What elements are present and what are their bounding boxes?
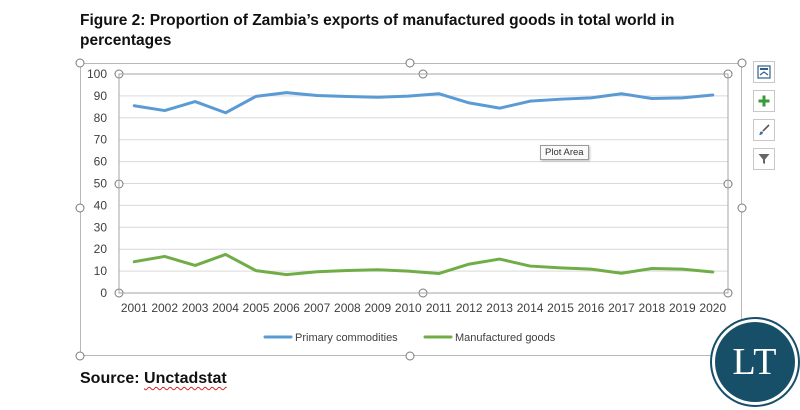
legend: Primary commodities Manufactured goods (263, 332, 556, 344)
resize-handle[interactable] (75, 58, 85, 68)
x-tick-label: 2013 (486, 301, 513, 315)
y-tick-label: 50 (94, 177, 108, 191)
resize-handle[interactable] (405, 58, 415, 68)
chart-styles-button[interactable] (753, 119, 775, 141)
add-element-button[interactable] (753, 90, 775, 112)
y-tick-label: 0 (100, 286, 107, 300)
series-line[interactable] (132, 252, 715, 277)
resize-handle[interactable] (75, 203, 85, 213)
y-tick-label: 100 (87, 67, 107, 81)
filter-icon (758, 154, 770, 164)
series-lines (132, 91, 715, 277)
x-tick-label: 2016 (578, 301, 605, 315)
x-tick-label: 2018 (639, 301, 666, 315)
resize-handle[interactable] (737, 203, 747, 213)
figure-title: Figure 2: Proportion of Zambia’s exports… (80, 12, 675, 49)
source-value: Unctadstat (144, 370, 227, 387)
x-tick-label: 2005 (243, 301, 270, 315)
x-tick-label: 2009 (364, 301, 391, 315)
y-tick-label: 90 (94, 89, 108, 103)
x-tick-label: 2008 (334, 301, 361, 315)
x-tick-label: 2003 (182, 301, 209, 315)
selection-handles (75, 58, 747, 361)
plot-area-tooltip: Plot Area (540, 145, 589, 160)
x-tick-label: 2017 (608, 301, 635, 315)
y-tick-label: 10 (94, 264, 108, 278)
x-tick-label: 2020 (699, 301, 726, 315)
x-tick-label: 2006 (273, 301, 300, 315)
y-tick-label: 40 (94, 198, 108, 212)
y-tick-label: 80 (94, 111, 108, 125)
x-tick-label: 2010 (395, 301, 422, 315)
y-axis-ticks: 0 10 20 30 40 50 60 70 80 90 100 (87, 67, 107, 300)
x-tick-label: 2012 (456, 301, 483, 315)
x-tick-label: 2004 (212, 301, 239, 315)
x-tick-label: 2014 (517, 301, 544, 315)
plus-icon (758, 95, 770, 107)
x-tick-label: 2001 (121, 301, 148, 315)
y-tick-label: 20 (94, 242, 108, 256)
chart-elements-button[interactable] (753, 61, 775, 83)
x-axis-ticks: 2001 2002 2003 2004 2005 2006 2007 2008 2009 2010… (121, 301, 727, 315)
x-tick-label: 2002 (151, 301, 178, 315)
series-line[interactable] (132, 91, 715, 115)
legend-label[interactable]: Manufactured goods (455, 332, 556, 344)
y-tick-label: 70 (94, 133, 108, 147)
legend-label[interactable]: Primary commodities (295, 332, 398, 344)
y-tick-label: 30 (94, 220, 108, 234)
resize-handle[interactable] (737, 58, 747, 68)
source-note: Source: Unctadstat (80, 370, 227, 388)
source-label: Source: (80, 370, 140, 387)
lt-logo: LT (715, 322, 795, 402)
resize-handle[interactable] (75, 351, 85, 361)
resize-handle[interactable] (405, 351, 415, 361)
brush-icon (759, 124, 770, 135)
layout-icon (757, 65, 771, 79)
x-tick-label: 2015 (547, 301, 574, 315)
y-tick-label: 60 (94, 155, 108, 169)
x-tick-label: 2011 (426, 301, 452, 315)
x-tick-label: 2019 (669, 301, 696, 315)
plot-area-outline[interactable] (118, 73, 729, 294)
chart-filters-button[interactable] (753, 148, 775, 170)
x-tick-label: 2007 (304, 301, 331, 315)
